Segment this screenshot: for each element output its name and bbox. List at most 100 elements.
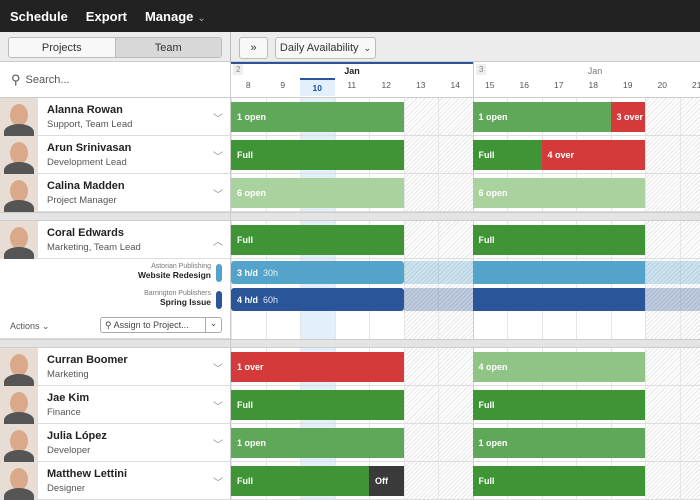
chevron-down-icon[interactable]: ﹀ <box>213 478 223 489</box>
nav-manage[interactable]: Manage ⌄ <box>145 9 206 24</box>
row-divider <box>231 211 700 212</box>
availability-bar[interactable]: 1 open <box>472 428 645 458</box>
person-row[interactable]: Jae Kim Finance ﹀ <box>0 386 231 424</box>
assignment-bar[interactable] <box>472 261 645 284</box>
day-label: 19 <box>623 80 633 90</box>
availability-bar[interactable]: 1 over <box>231 352 404 382</box>
person-row[interactable]: Matthew Lettini Designer ﹀ <box>0 462 231 500</box>
person-row[interactable]: Julia López Developer ﹀ <box>0 424 231 462</box>
calendar-header: 8 9 10 11 12 13 14 15 16 17 18 19 20 21 2 Jan 3 Jan <box>231 62 700 98</box>
day-label: 10 <box>300 78 335 96</box>
project-client: Astorian Publishing <box>151 263 211 270</box>
assign-placeholder: Assign to Project... <box>113 320 189 330</box>
availability-bar[interactable]: Full <box>231 140 404 170</box>
availability-bar[interactable]: Full <box>231 225 404 255</box>
person-row[interactable]: Alanna Rowan Support, Team Lead ﹀ <box>0 98 231 136</box>
assignment-bar[interactable]: 3 h/d 30h <box>231 261 404 284</box>
assignment-rate: 3 h/d <box>237 267 259 278</box>
availability-bar[interactable]: 6 open <box>231 178 404 208</box>
availability-bar[interactable]: Full <box>472 140 542 170</box>
availability-bar[interactable]: 4 open <box>472 352 645 382</box>
chevron-down-icon[interactable]: ﹀ <box>213 152 223 163</box>
availability-bar[interactable]: Off <box>369 466 404 496</box>
avatar-face <box>10 227 28 249</box>
chevron-down-icon[interactable]: ﹀ <box>213 440 223 451</box>
availability-bar[interactable]: 4 over <box>541 140 645 170</box>
assignment-bar[interactable] <box>472 288 645 311</box>
project-color-pill <box>216 264 222 282</box>
person-row[interactable]: Arun Srinivasan Development Lead ﹀ <box>0 136 231 174</box>
chevron-down-icon[interactable]: ﹀ <box>213 190 223 201</box>
nav-manage-label: Manage <box>144 8 194 24</box>
nav-schedule[interactable]: Schedule <box>10 8 68 24</box>
assign-project-input[interactable]: ⚲ Assign to Project... ⌄ <box>100 317 222 333</box>
tab-team[interactable]: Team <box>114 38 221 57</box>
project-color-pill <box>216 291 222 309</box>
availability-bar[interactable]: Full <box>472 225 645 255</box>
person-row[interactable]: Calina Madden Project Manager ﹀ <box>0 174 231 212</box>
person-row[interactable]: Coral Edwards Marketing, Team Lead ︿ <box>0 221 231 259</box>
person-name: Julia López <box>47 430 107 442</box>
day-label: 13 <box>416 80 426 90</box>
avatar <box>0 174 38 212</box>
avatar-face <box>10 468 28 490</box>
availability-bar[interactable]: Full <box>231 390 404 420</box>
row-divider <box>231 461 700 462</box>
availability-bar[interactable]: 3 over <box>610 102 645 132</box>
assignment-bar[interactable]: 4 h/d 60h <box>231 288 404 311</box>
chevron-down-icon[interactable]: ﹀ <box>213 114 223 125</box>
chevron-up-icon[interactable]: ︿ <box>213 237 223 248</box>
avatar-face <box>10 142 28 164</box>
nav-export[interactable]: Export <box>85 8 127 24</box>
person-row[interactable]: Curran Boomer Marketing ﹀ <box>0 348 231 386</box>
avatar <box>0 221 38 259</box>
assignment-rate: 4 h/d <box>237 294 259 305</box>
collapse-all-button[interactable]: » <box>239 37 268 59</box>
avatar <box>0 424 38 462</box>
avatar <box>0 348 38 386</box>
person-role: Developer <box>47 445 91 456</box>
availability-bar[interactable]: 1 open <box>472 102 611 132</box>
day-column <box>438 98 473 500</box>
availability-bar[interactable]: Full <box>231 466 369 496</box>
chevron-down-icon[interactable]: ﹀ <box>213 402 223 413</box>
availability-bar[interactable]: 1 open <box>231 428 404 458</box>
avatar <box>0 462 38 500</box>
search-input[interactable]: ⚲ Search... <box>0 62 230 98</box>
person-name: Alanna Rowan <box>47 104 123 116</box>
row-divider <box>231 173 700 174</box>
day-label: 18 <box>588 80 598 90</box>
person-name: Jae Kim <box>47 392 90 404</box>
day-label: 11 <box>347 80 357 90</box>
availability-dropdown[interactable]: Daily Availability ⌄ <box>275 37 376 59</box>
availability-bar[interactable]: 1 open <box>231 102 404 132</box>
row-divider <box>231 258 700 259</box>
actions-menu[interactable]: Actions ⌄ <box>10 321 50 331</box>
assignment-bar[interactable] <box>403 261 473 284</box>
tab-projects[interactable]: Projects <box>9 38 115 57</box>
assignment-bar[interactable] <box>645 288 700 311</box>
chevron-down-icon: ⌄ <box>363 42 372 53</box>
section-gap <box>0 339 700 348</box>
project-name: Spring Issue <box>159 297 211 307</box>
avatar-face <box>10 354 28 376</box>
avatar-face <box>10 392 28 414</box>
availability-bar[interactable]: Full <box>472 390 645 420</box>
availability-bar[interactable]: Full <box>472 466 645 496</box>
project-client: Barrington Publishers <box>144 290 211 297</box>
chevron-down-icon: ⌄ <box>197 12 206 24</box>
week-number: 2 <box>233 64 244 75</box>
chevron-down-icon[interactable]: ﹀ <box>213 364 223 375</box>
avatar-shoulders <box>4 162 34 174</box>
avatar-shoulders <box>4 124 34 136</box>
section-gap <box>0 212 700 221</box>
assignment-bar[interactable] <box>645 261 700 284</box>
assignment-total: 30h <box>263 267 279 278</box>
avatar <box>0 386 38 424</box>
assignment-bar[interactable] <box>403 288 473 311</box>
divider <box>230 32 231 62</box>
avatar <box>0 98 38 136</box>
person-role: Marketing, Team Lead <box>47 242 141 253</box>
availability-bar[interactable]: 6 open <box>472 178 645 208</box>
chevron-down-icon[interactable]: ⌄ <box>205 318 221 332</box>
